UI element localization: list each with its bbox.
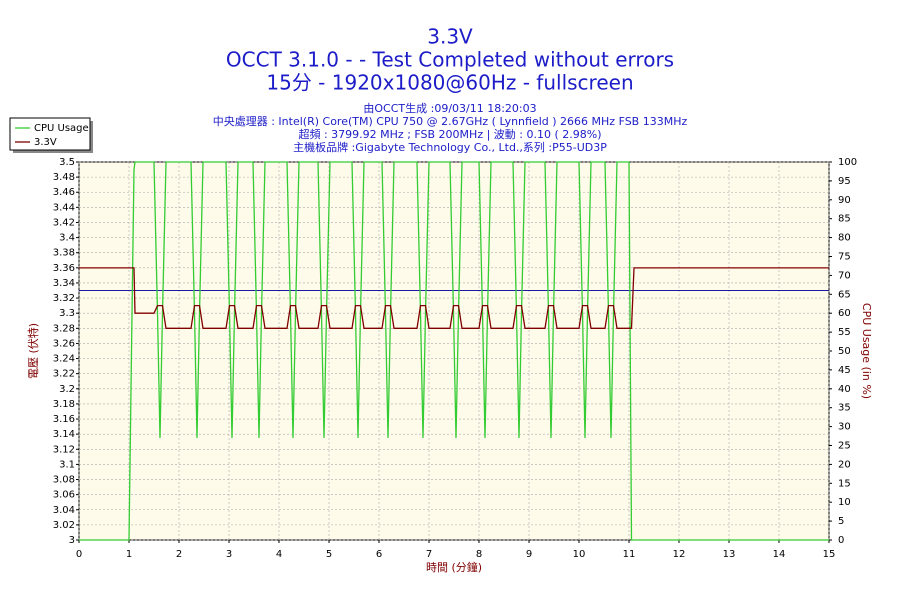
x-tick-label: 9 [526, 549, 532, 560]
y-tick-label: 3.4 [59, 233, 75, 244]
y-tick-label: 3.36 [53, 263, 75, 274]
y-tick-label: 3.08 [53, 475, 75, 486]
y-tick-label: 3.12 [53, 444, 75, 455]
x-tick-label: 11 [623, 549, 636, 560]
y2-tick-label: 55 [838, 327, 851, 338]
x-tick-label: 7 [426, 549, 432, 560]
legend-label: 3.3V [34, 137, 57, 148]
y-axis-label: 電壓 (伏特) [26, 323, 40, 379]
y-tick-label: 3.04 [53, 505, 75, 516]
y2-axis-label: CPU Usage (in %) [860, 303, 873, 399]
y-tick-label: 3.2 [59, 384, 75, 395]
x-tick-label: 4 [276, 549, 282, 560]
y2-tick-label: 95 [838, 176, 851, 187]
x-tick-label: 2 [176, 549, 182, 560]
y2-tick-label: 35 [838, 403, 851, 414]
legend-label: CPU Usage [34, 123, 89, 134]
x-tick-label: 8 [476, 549, 482, 560]
y2-tick-label: 100 [838, 157, 857, 168]
y2-tick-label: 15 [838, 478, 851, 489]
y-tick-label: 3.18 [53, 399, 75, 410]
x-tick-label: 13 [723, 549, 736, 560]
y-tick-label: 3.34 [53, 278, 75, 289]
info-line: 由OCCT生成 :09/03/11 18:20:03 [363, 101, 536, 115]
y2-tick-label: 80 [838, 233, 851, 244]
y2-tick-label: 30 [838, 422, 851, 433]
x-tick-label: 1 [126, 549, 132, 560]
series-line [79, 267, 829, 329]
y-tick-label: 3.44 [53, 202, 75, 213]
x-tick-label: 15 [823, 549, 836, 560]
y-tick-label: 3.22 [53, 369, 75, 380]
y-tick-label: 3.38 [53, 248, 75, 259]
y-tick-label: 3.26 [53, 338, 75, 349]
x-tick-label: 6 [376, 549, 382, 560]
y2-tick-label: 5 [838, 516, 844, 527]
y2-tick-label: 65 [838, 289, 851, 300]
y-tick-label: 3.1 [59, 459, 75, 470]
y-tick-label: 3 [69, 535, 75, 546]
subtitle: OCCT 3.1.0 - - Test Completed without er… [226, 48, 674, 72]
y2-tick-label: 60 [838, 308, 851, 319]
y2-tick-label: 0 [838, 535, 844, 546]
y-tick-label: 3.16 [53, 414, 75, 425]
y2-tick-label: 20 [838, 459, 851, 470]
info-line: 主機板品牌 :Gigabyte Technology Co., Ltd.,系列 … [293, 140, 607, 154]
x-tick-label: 3 [226, 549, 232, 560]
legend-box [9, 117, 91, 151]
series-line [79, 161, 829, 541]
y2-tick-label: 40 [838, 384, 851, 395]
y-tick-label: 3.06 [53, 490, 75, 501]
y-tick-label: 3.32 [53, 293, 75, 304]
subtitle: 15分 - 1920x1080@60Hz - fullscreen [266, 71, 633, 95]
y-tick-label: 3.02 [53, 520, 75, 531]
x-tick-label: 14 [773, 549, 786, 560]
y2-tick-label: 75 [838, 252, 851, 263]
info-line: 中央處理器 : Intel(R) Core(TM) CPU 750 @ 2.67… [213, 114, 688, 128]
y-tick-label: 3.5 [59, 157, 75, 168]
x-tick-label: 5 [326, 549, 332, 560]
y-tick-label: 3.46 [53, 187, 75, 198]
y2-tick-label: 10 [838, 497, 851, 508]
x-axis-label: 時間 (分鐘) [426, 560, 482, 574]
y-tick-label: 3.14 [53, 429, 75, 440]
x-tick-label: 12 [673, 549, 686, 560]
y2-tick-label: 90 [838, 195, 851, 206]
y2-tick-label: 25 [838, 441, 851, 452]
x-tick-label: 10 [573, 549, 586, 560]
y-tick-label: 3.24 [53, 354, 75, 365]
y2-tick-label: 70 [838, 270, 851, 281]
y2-tick-label: 45 [838, 365, 851, 376]
y2-tick-label: 85 [838, 214, 851, 225]
y-tick-label: 3.28 [53, 323, 75, 334]
x-tick-label: 0 [76, 549, 82, 560]
y-tick-label: 3.3 [59, 308, 75, 319]
y2-tick-label: 50 [838, 346, 851, 357]
info-line: 超頻 : 3799.92 MHz ; FSB 200MHz | 波動 : 0.1… [298, 127, 601, 141]
chart-title: 3.3V [427, 25, 473, 49]
y-tick-label: 3.42 [53, 217, 75, 228]
y-tick-label: 3.48 [53, 172, 75, 183]
